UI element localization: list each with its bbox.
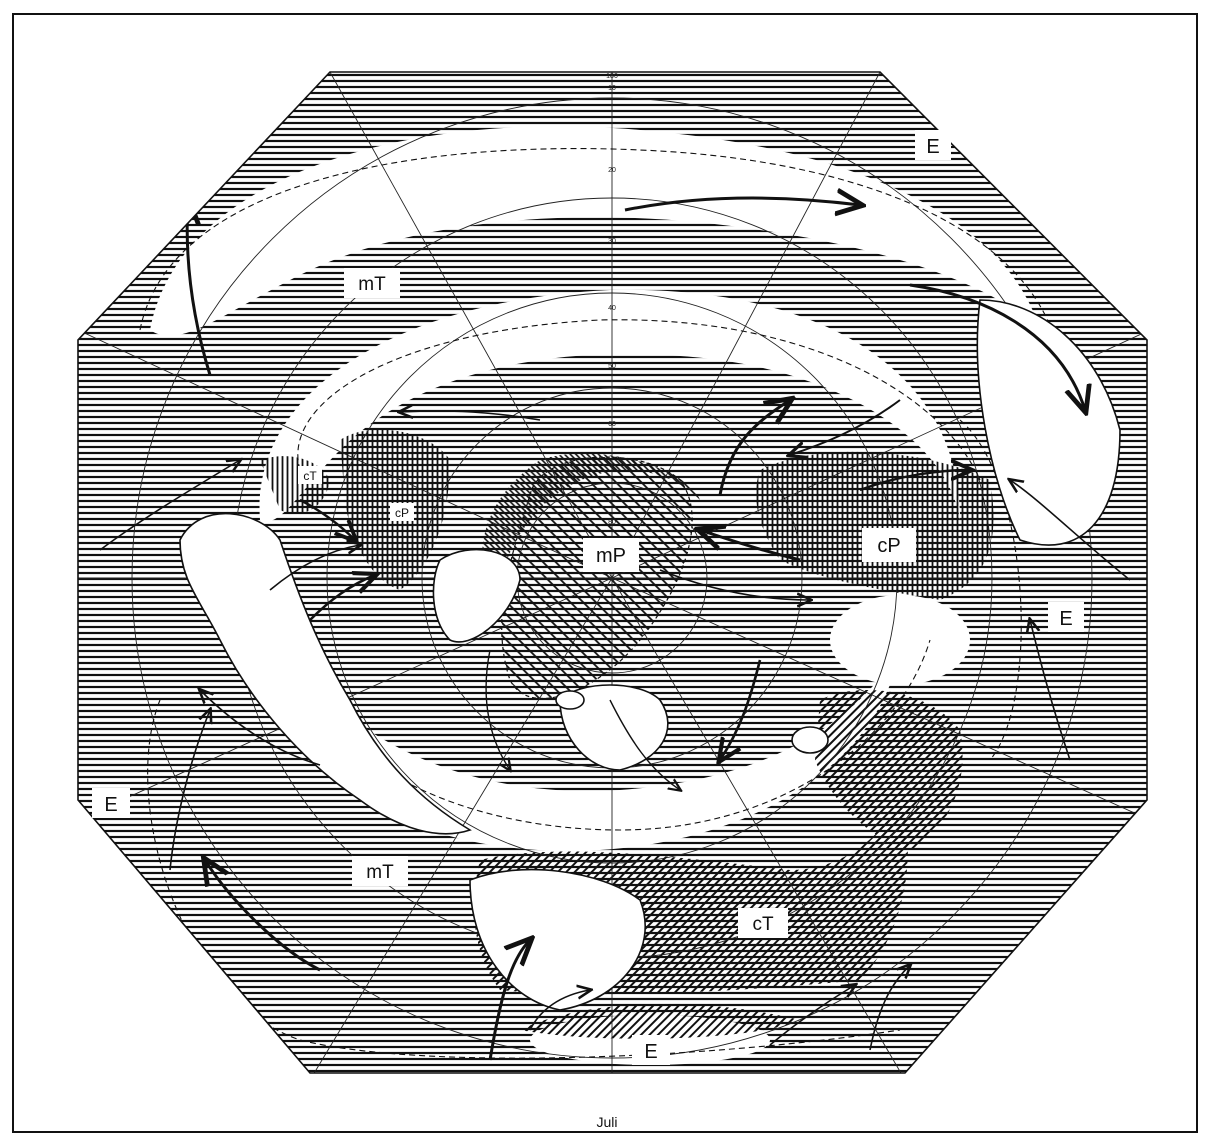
arrow <box>790 399 901 455</box>
arrow <box>400 411 541 421</box>
air-mass-label: mT <box>358 274 386 295</box>
arrow <box>488 940 530 1061</box>
arrow <box>200 690 321 766</box>
graticule-label: 60 <box>608 421 616 428</box>
coastlines <box>179 299 1121 1011</box>
graticule-label: 20 <box>608 167 616 174</box>
map-caption: Juli <box>596 1114 618 1130</box>
air-mass-label: mT <box>366 862 394 883</box>
arrow <box>309 575 375 621</box>
arrow <box>609 699 680 790</box>
air-mass-label: E <box>104 794 117 816</box>
greenland-outline <box>432 548 521 643</box>
arrow <box>529 990 590 1031</box>
africa-outline <box>469 868 646 1011</box>
air-mass-labels: E E E E mT mT mP cP cP cT cT <box>92 130 1084 1065</box>
graticule-label: 180 <box>606 73 618 80</box>
zone-E-south-fringe <box>520 1003 800 1039</box>
arrow <box>299 498 355 540</box>
arrow <box>859 470 970 492</box>
air-mass-label: cP <box>395 506 409 520</box>
air-mass-label: E <box>1059 608 1072 630</box>
caspian-outline <box>791 726 829 754</box>
arrow <box>624 198 860 210</box>
iceland-outline <box>555 690 585 710</box>
air-mass-label: cT <box>752 914 774 935</box>
arrow <box>1030 620 1071 761</box>
europe-outline <box>559 684 669 771</box>
white-pocket-asia <box>830 595 970 685</box>
air-mass-label: E <box>644 1041 657 1063</box>
arrow <box>720 659 762 760</box>
arrow <box>205 860 321 972</box>
graticule-label: 50 <box>608 363 616 370</box>
graticule <box>78 72 1147 1073</box>
zone-cT-asia <box>815 690 963 850</box>
zone-cP-asia <box>756 451 994 600</box>
arrow <box>269 545 360 591</box>
arrow <box>1010 480 1131 581</box>
air-mass-label: cT <box>303 469 317 483</box>
graticule-label: 80 <box>608 519 616 526</box>
air-mass-label: E <box>926 136 939 158</box>
arrow <box>718 400 790 496</box>
north-america-outline <box>179 512 472 835</box>
white-belt-middle <box>259 289 960 522</box>
map-frame <box>12 13 1198 1133</box>
airflow-arrows <box>99 198 1131 1061</box>
graticule-label: 135 <box>1016 167 1028 174</box>
white-belt-north <box>150 126 1040 336</box>
map-outline <box>77 71 1148 1074</box>
graticule-label: 40 <box>608 305 616 312</box>
arrow <box>909 283 1085 410</box>
graticule-label: 30 <box>608 238 616 245</box>
graticule-label: 135 <box>199 167 211 174</box>
arrow <box>869 965 910 1051</box>
zone-mP-fringe <box>482 453 700 600</box>
air-mass-label: cP <box>877 535 900 557</box>
air-mass-label: mP <box>596 545 626 567</box>
graticule-label: 10 <box>608 85 616 92</box>
arrow <box>169 710 210 871</box>
arrow <box>769 985 855 1046</box>
arrow <box>700 530 801 562</box>
arrow <box>99 460 240 551</box>
map-body: 180 10 20 30 40 50 60 80 135 135 <box>78 72 1147 1073</box>
arrow <box>485 649 510 770</box>
arrow <box>659 569 810 600</box>
